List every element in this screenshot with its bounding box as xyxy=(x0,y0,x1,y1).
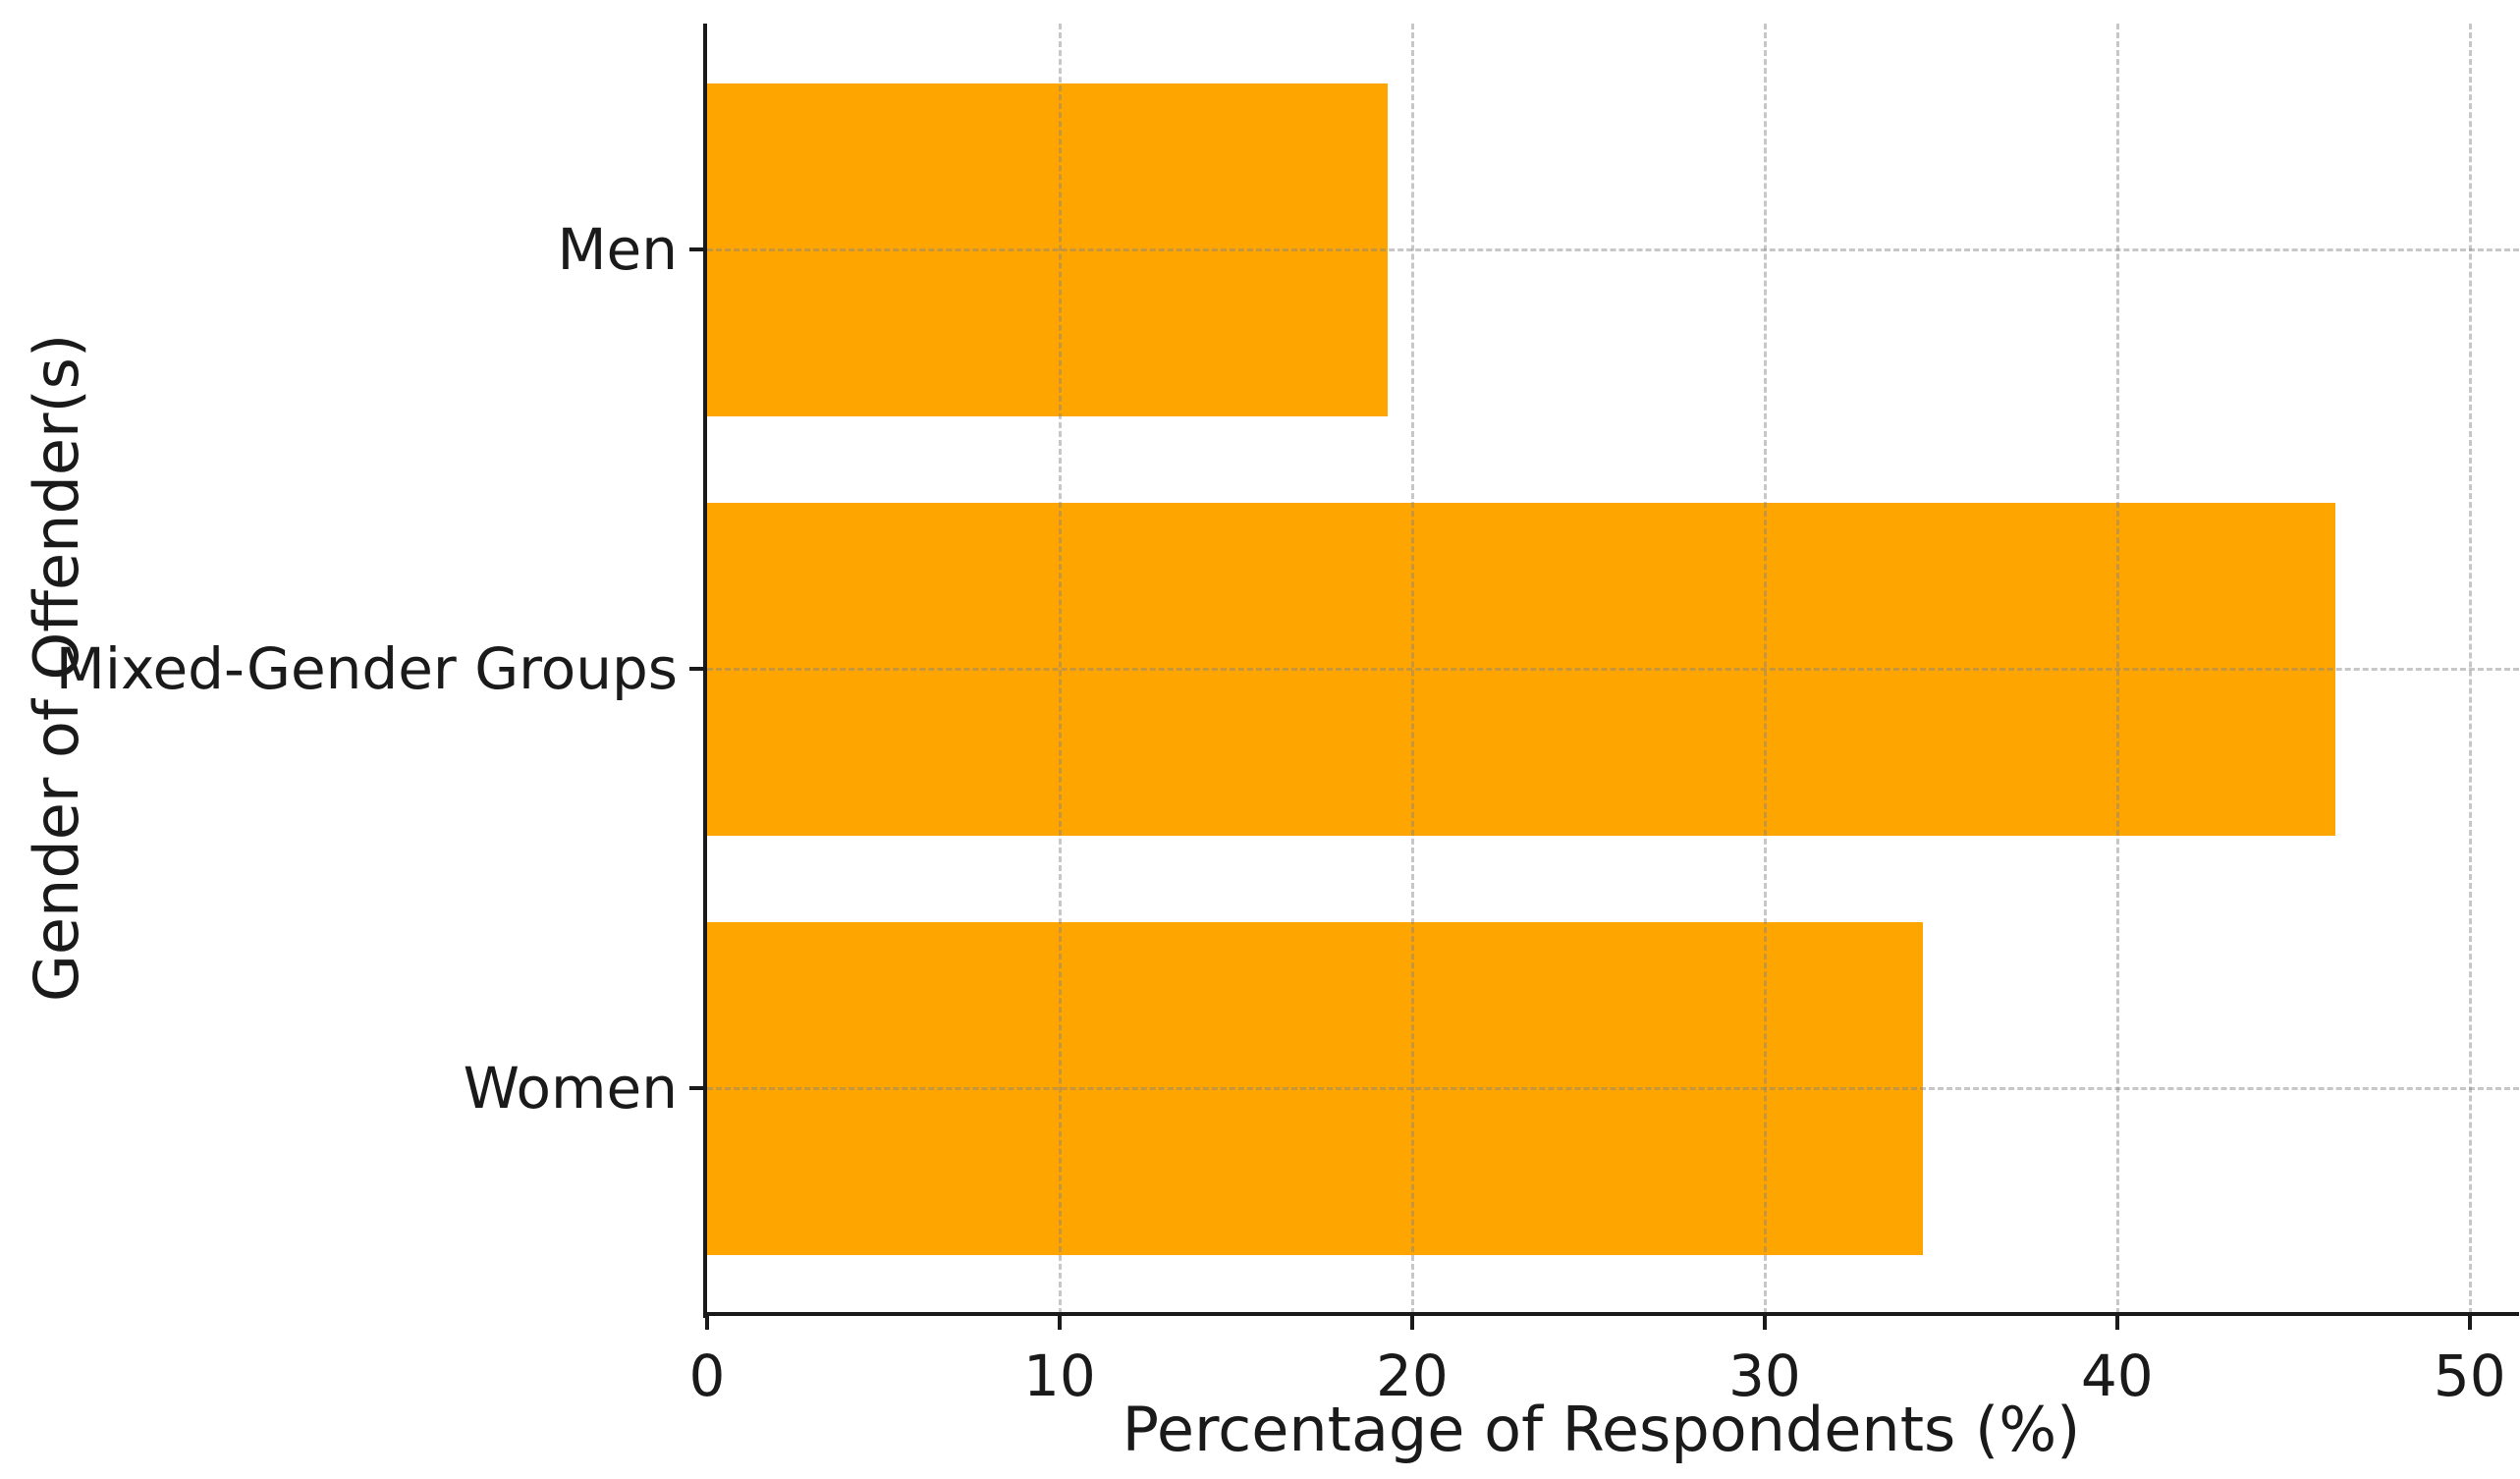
x-tick-label-0: 0 xyxy=(688,1342,726,1409)
y-tick-mark-men xyxy=(689,247,707,251)
bar-men xyxy=(707,82,1388,416)
gridline-vertical-30 xyxy=(1763,24,1767,1314)
gridline-vertical-50 xyxy=(2468,24,2472,1314)
y-tick-label-men: Men xyxy=(557,216,679,283)
y-tick-mark-women xyxy=(689,1086,707,1090)
x-tick-mark-30 xyxy=(1762,1314,1767,1330)
x-tick-mark-10 xyxy=(1057,1314,1062,1330)
gridline-vertical-10 xyxy=(1058,24,1062,1314)
gridline-vertical-40 xyxy=(2115,24,2119,1314)
y-axis-line xyxy=(703,24,707,1318)
x-tick-label-50: 50 xyxy=(2433,1342,2506,1409)
x-axis-title: Percentage of Respondents (%) xyxy=(1122,1394,2081,1465)
bar-mixed-gender-groups xyxy=(707,502,2336,836)
x-tick-label-10: 10 xyxy=(1023,1342,1096,1409)
x-tick-label-30: 30 xyxy=(1727,1342,1801,1409)
x-tick-mark-50 xyxy=(2467,1314,2472,1330)
bar-women xyxy=(707,921,1924,1255)
x-tick-mark-20 xyxy=(1409,1314,1414,1330)
y-tick-mark-mixed-gender-groups xyxy=(689,667,707,671)
x-tick-label-40: 40 xyxy=(2080,1342,2154,1409)
y-tick-label-women: Women xyxy=(463,1055,678,1122)
gridline-horizontal-mixed-gender-groups xyxy=(707,668,2519,671)
gridline-horizontal-women xyxy=(707,1087,2519,1090)
x-tick-mark-40 xyxy=(2114,1314,2119,1330)
y-tick-label-mixed-gender-groups: Mixed-Gender Groups xyxy=(55,635,678,702)
x-tick-label-20: 20 xyxy=(1375,1342,1449,1409)
gridline-horizontal-men xyxy=(707,248,2519,251)
x-tick-mark-0 xyxy=(705,1314,709,1330)
gridline-vertical-20 xyxy=(1410,24,1414,1314)
x-axis-line xyxy=(703,1312,2519,1316)
